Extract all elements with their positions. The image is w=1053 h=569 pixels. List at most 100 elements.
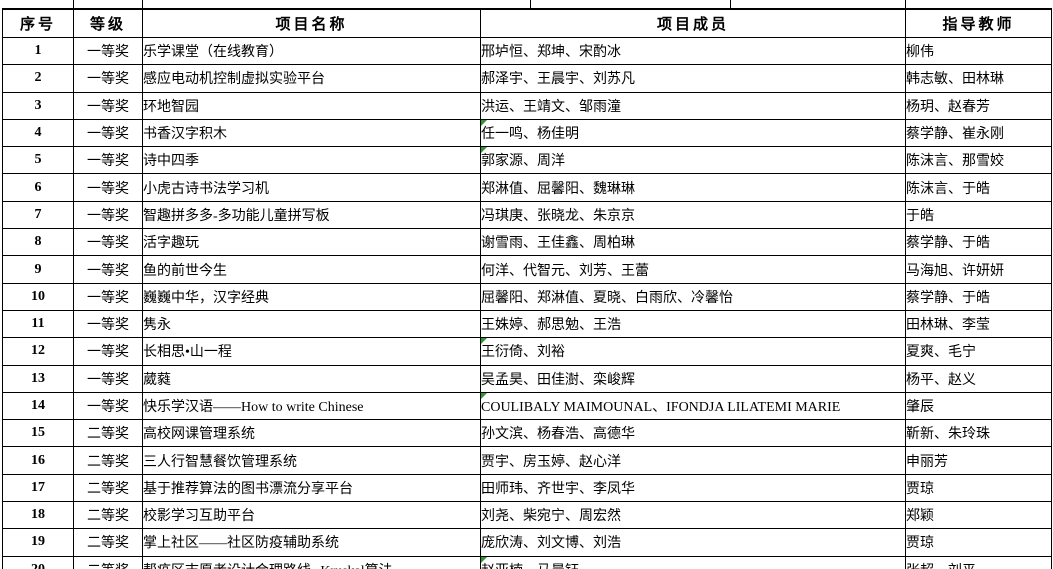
row-teachers-cell: 申丽芳 [905,446,1052,475]
row-number-cell: 13 [2,364,74,393]
row-teachers-cell: 郑颖 [905,501,1052,530]
row-grade-cell: 二等奖 [73,501,143,530]
row-number-cell: 6 [2,173,74,202]
row-members-cell: 王衍倚、刘裕 [480,337,906,366]
row-members-cell: 何洋、代智元、刘芳、王蕾 [480,255,906,284]
row-grade-cell: 一等奖 [73,64,143,93]
table-row: 3 一等奖 环地智园 洪运、王靖文、邹雨潼 杨玥、赵春芳 [2,91,1052,120]
row-number-cell: 17 [2,473,74,503]
table-row: 6 一等奖 小虎古诗书法学习机 郑淋值、屈馨阳、魏琳琳 陈沫言、于皓 [2,173,1052,202]
table-row: 5 一等奖 诗中四季 郭家源、周洋 陈沫言、那雪姣 [2,146,1052,175]
row-number-cell: 14 [2,391,74,421]
row-number-cell: 2 [2,64,74,93]
row-project-cell: 诗中四季 [142,146,481,175]
row-project-cell: 活字趣玩 [142,228,481,257]
table-row: 7 一等奖 智趣拼多多-多功能儿童拼写板 冯琪庚、张晓龙、朱京京 于皓 [2,200,1052,230]
row-teachers-cell: 贾琼 [905,473,1052,503]
row-grade-cell: 二等奖 [73,473,143,503]
row-members-cell: 冯琪庚、张晓龙、朱京京 [480,200,906,230]
row-project-cell: 感应电动机控制虚拟实验平台 [142,64,481,93]
row-members-cell: 郭家源、周洋 [480,146,906,175]
row-number-cell: 15 [2,419,74,448]
row-teachers-cell: 贾琼 [905,528,1052,557]
table-row: 10 一等奖 巍巍中华，汉字经典 屈馨阳、郑淋值、夏晓、白雨欣、冷馨怡 蔡学静、… [2,282,1052,311]
row-teachers-cell: 陈沫言、那雪姣 [905,146,1052,175]
row-project-cell: 鱼的前世今生 [142,255,481,284]
row-members-cell: 田师玮、齐世宇、李凤华 [480,473,906,503]
row-project-cell: 智趣拼多多-多功能儿童拼写板 [142,200,481,230]
row-grade-cell: 一等奖 [73,282,143,311]
table-row: 2 一等奖 感应电动机控制虚拟实验平台 郝泽宇、王晨宇、刘苏凡 韩志敏、田林琳 [2,64,1052,93]
table-row: 13 一等奖 葳蕤 吴孟昊、田佳澍、栾峻辉 杨平、赵义 [2,364,1052,393]
row-number-cell: 10 [2,282,74,311]
row-members-cell: 刘尧、柴宛宁、周宏然 [480,501,906,530]
row-grade-cell: 一等奖 [73,91,143,120]
row-project-cell: 快乐学汉语——How to write Chinese [142,391,481,421]
row-project-cell: 掌上社区——社区防疫辅助系统 [142,528,481,557]
table-row: 8 一等奖 活字趣玩 谢雪雨、王佳鑫、周柏琳 蔡学静、于皓 [2,228,1052,257]
row-teachers-cell: 马海旭、许妍妍 [905,255,1052,284]
row-members-cell: 王姝婷、郝思勉、王浩 [480,309,906,339]
row-project-cell: 校影学习互助平台 [142,501,481,530]
table-row: 17 二等奖 基于推荐算法的图书漂流分享平台 田师玮、齐世宇、李凤华 贾琼 [2,473,1052,503]
row-members-cell: 洪运、王靖文、邹雨潼 [480,91,906,120]
row-grade-cell: 一等奖 [73,200,143,230]
row-members-cell: 任一鸣、杨佳明 [480,118,906,148]
row-grade-cell: 二等奖 [73,419,143,448]
row-teachers-cell: 田林琳、李莹 [905,309,1052,339]
row-grade-cell: 一等奖 [73,36,143,66]
row-grade-cell: 一等奖 [73,146,143,175]
header-members: 项目成员 [480,8,906,38]
row-project-cell: 乐学课堂（在线教育） [142,36,481,66]
table-header: 序号 等级 项目名称 项目成员 指导教师 [2,8,1052,38]
row-teachers-cell: 杨玥、赵春芳 [905,91,1052,120]
gridline-stub [730,0,731,8]
row-members-cell: 庞欣涛、刘文博、刘浩 [480,528,906,557]
row-members-cell: 郑淋值、屈馨阳、魏琳琳 [480,173,906,202]
row-grade-cell: 一等奖 [73,118,143,148]
row-teachers-cell: 夏爽、毛宁 [905,337,1052,366]
row-number-cell: 18 [2,501,74,530]
row-teachers-cell: 张超、刘平 [905,555,1052,569]
row-project-cell: 基于推荐算法的图书漂流分享平台 [142,473,481,503]
row-grade-cell: 一等奖 [73,228,143,257]
awards-table: 序号 等级 项目名称 项目成员 指导教师 1 一等奖 乐学课堂（在线教育） 邢垆… [2,8,1052,569]
header-number: 序号 [2,8,74,38]
table-row: 1 一等奖 乐学课堂（在线教育） 邢垆恒、郑坤、宋酌冰 柳伟 [2,36,1052,66]
row-teachers-cell: 蔡学静、崔永刚 [905,118,1052,148]
table-row: 16 二等奖 三人行智慧餐饮管理系统 贾宇、房玉婷、赵心洋 申丽芳 [2,446,1052,475]
row-teachers-cell: 蔡学静、于皓 [905,282,1052,311]
row-number-cell: 12 [2,337,74,366]
row-project-cell: 书香汉字积木 [142,118,481,148]
table-body: 1 一等奖 乐学课堂（在线教育） 邢垆恒、郑坤、宋酌冰 柳伟 2 一等奖 感应电… [2,36,1052,569]
table-row: 12 一等奖 长相思•山一程 王衍倚、刘裕 夏爽、毛宁 [2,337,1052,366]
row-members-cell: COULIBALY MAIMOUNAL、IFONDJA LILATEMI MAR… [480,391,906,421]
row-number-cell: 8 [2,228,74,257]
table-row: 9 一等奖 鱼的前世今生 何洋、代智元、刘芳、王蕾 马海旭、许妍妍 [2,255,1052,284]
row-number-cell: 20 [2,555,74,569]
row-number-cell: 16 [2,446,74,475]
row-project-cell: 葳蕤 [142,364,481,393]
row-number-cell: 1 [2,36,74,66]
row-project-cell: 巍巍中华，汉字经典 [142,282,481,311]
row-number-cell: 5 [2,146,74,175]
row-project-cell: 环地智园 [142,91,481,120]
header-grade: 等级 [73,8,143,38]
row-members-cell: 贾宇、房玉婷、赵心洋 [480,446,906,475]
row-members-cell: 屈馨阳、郑淋值、夏晓、白雨欣、冷馨怡 [480,282,906,311]
row-teachers-cell: 陈沫言、于皓 [905,173,1052,202]
row-teachers-cell: 于皓 [905,200,1052,230]
row-grade-cell: 一等奖 [73,255,143,284]
header-teachers: 指导教师 [905,8,1052,38]
table-row: 11 一等奖 隽永 王姝婷、郝思勉、王浩 田林琳、李莹 [2,309,1052,339]
row-teachers-cell: 柳伟 [905,36,1052,66]
table-row: 4 一等奖 书香汉字积木 任一鸣、杨佳明 蔡学静、崔永刚 [2,118,1052,148]
row-number-cell: 4 [2,118,74,148]
gridline-stub [73,0,74,8]
row-grade-cell: 一等奖 [73,337,143,366]
row-number-cell: 19 [2,528,74,557]
row-project-cell: 帮疫区志愿者设计合理路线--Kruskal算法 [142,555,481,569]
row-project-cell: 长相思•山一程 [142,337,481,366]
gridline-stub [530,0,531,8]
